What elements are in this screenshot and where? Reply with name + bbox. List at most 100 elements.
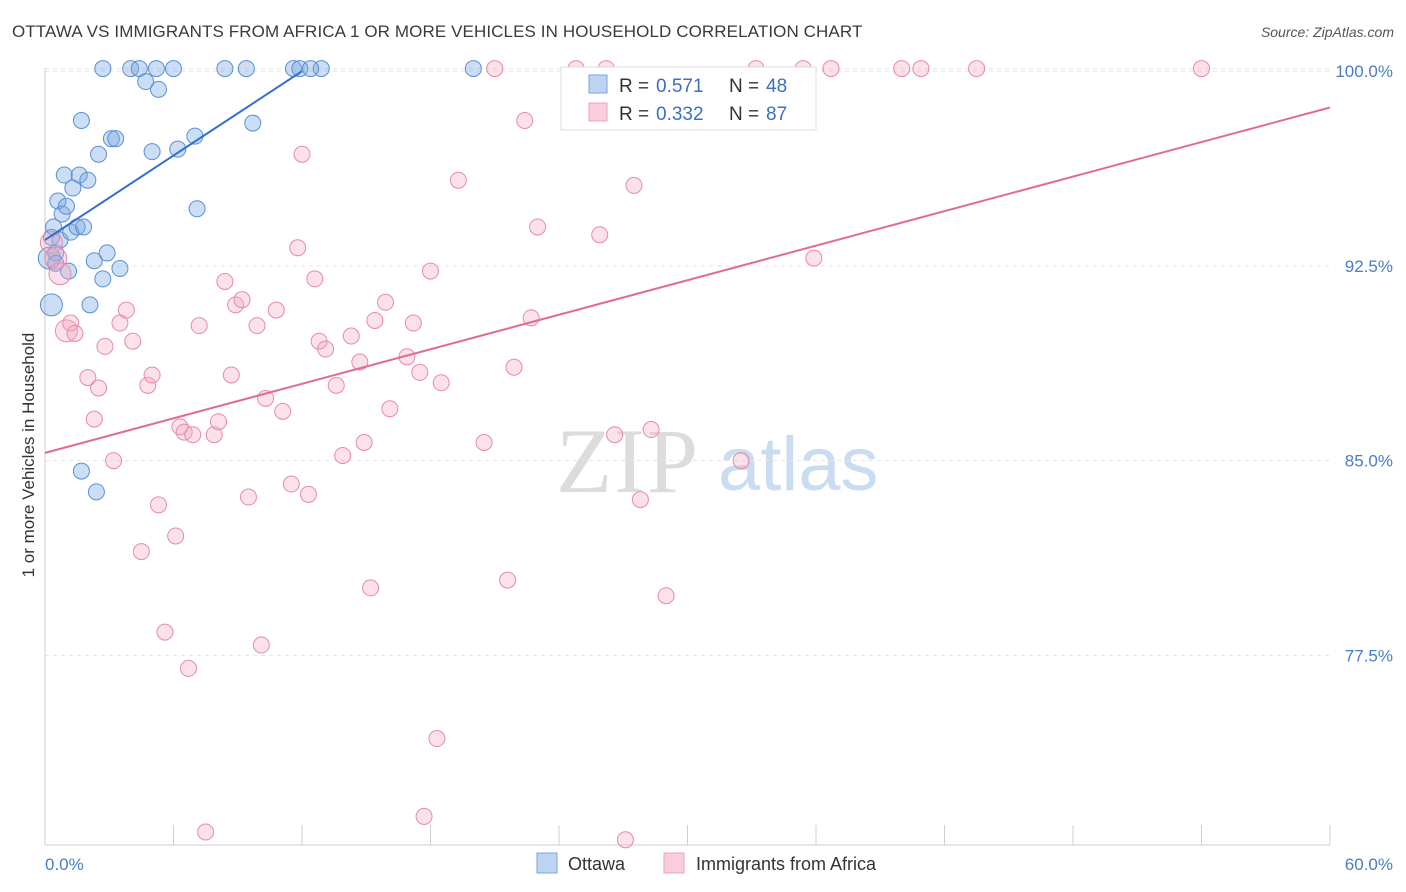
y-tick-label: 92.5% [1345,257,1393,276]
africa-point [805,249,823,267]
africa-point [499,571,517,589]
africa-point [606,426,624,444]
ottawa-point [150,80,168,98]
africa-point [642,421,660,439]
ottawa-point [137,73,155,91]
y-tick-label: 100.0% [1335,62,1393,81]
africa-point [516,112,534,129]
africa-point [366,311,384,329]
africa-point [327,376,345,394]
ottawa-point [79,171,97,189]
africa-point [299,485,317,503]
legend-swatch-ottawa [588,74,608,94]
africa-point [475,434,493,451]
ottawa-point [70,166,88,184]
ottawa-point [216,60,234,78]
africa-point [150,496,168,514]
trend-lines [44,70,1331,454]
africa-point [105,452,123,470]
ottawa-point [72,112,90,129]
ottawa-point [102,130,120,148]
africa-point [1193,60,1210,78]
bottom-legend-swatch-africa [663,852,685,874]
ottawa-point [111,260,129,278]
legend-n-label-ottawa: N = [729,76,759,97]
africa-point [968,60,986,78]
africa-point [85,410,103,428]
stats-legend: R = 0.571 N = 48 R = 0.332 N = 87 [560,66,817,131]
bottom-legend-swatch-ottawa [536,852,558,874]
x-tick-label: 60.0% [1345,855,1393,874]
africa-point [179,659,197,677]
ottawa-point [143,143,161,161]
africa-point [156,623,174,641]
africa-point [381,400,399,418]
africa-point [625,176,643,194]
africa-point [432,374,450,392]
watermark-atlas: atlas [718,422,879,507]
africa-point [239,488,257,506]
africa-point [289,239,307,257]
y-tick-labels: 77.5% 85.0% 92.5% 100.0% [1335,62,1393,665]
ottawa-point [75,218,93,236]
africa-point [184,426,202,444]
africa-point [293,145,311,163]
bottom-legend-ottawa: Ottawa [568,854,626,874]
africa-point [143,366,161,384]
source-label: Source: ZipAtlas.com [1260,24,1394,40]
ottawa-point [72,462,90,480]
africa-point [117,301,135,319]
grid-lines [45,68,1330,656]
africa-point [912,60,930,78]
africa-point [732,452,750,470]
africa-point [428,730,446,748]
africa-point [190,317,208,335]
africa-point [657,587,675,605]
ottawa-point [165,60,182,78]
legend-r-label-africa: R = [619,104,649,125]
ottawa-point [57,197,75,215]
ottawa-point [87,483,105,501]
africa-point [44,246,68,270]
africa-point [404,314,422,332]
africa-point [317,340,335,358]
africa-point [355,434,373,451]
africa-point [377,293,395,311]
africa-point [124,332,142,350]
africa-point [362,579,380,597]
ottawa-point [122,60,140,78]
ottawa-point [464,60,482,78]
ottawa-point [94,60,112,78]
africa-point [39,231,63,255]
africa-point [893,60,911,78]
ottawa-point [237,60,255,78]
africa-point [411,363,429,381]
africa-point [486,60,504,78]
africa-point [205,426,223,444]
x-tick-label: 0.0% [45,855,84,874]
africa-point [274,402,292,420]
ottawa-trend-line [44,70,303,241]
africa-point [422,262,439,280]
legend-r-value-ottawa: 0.571 [656,76,704,97]
ottawa-point [53,205,71,223]
ottawa-point [98,244,116,262]
ottawa-point [107,130,125,148]
africa-point [822,60,840,78]
africa-point [197,823,215,841]
africa-point [209,413,227,431]
legend-n-label-africa: N = [729,104,759,125]
africa-point [233,291,251,309]
data-points [37,60,1210,849]
africa-point [631,491,649,509]
africa-point [48,262,72,286]
series-legend: Ottawa Immigrants from Africa [536,852,877,874]
legend-swatch-africa [588,102,608,122]
axes [44,68,1331,846]
africa-point [342,327,360,345]
africa-point [167,527,185,545]
africa-point [351,353,369,371]
africa-point [334,446,352,464]
ottawa-point [55,166,73,184]
